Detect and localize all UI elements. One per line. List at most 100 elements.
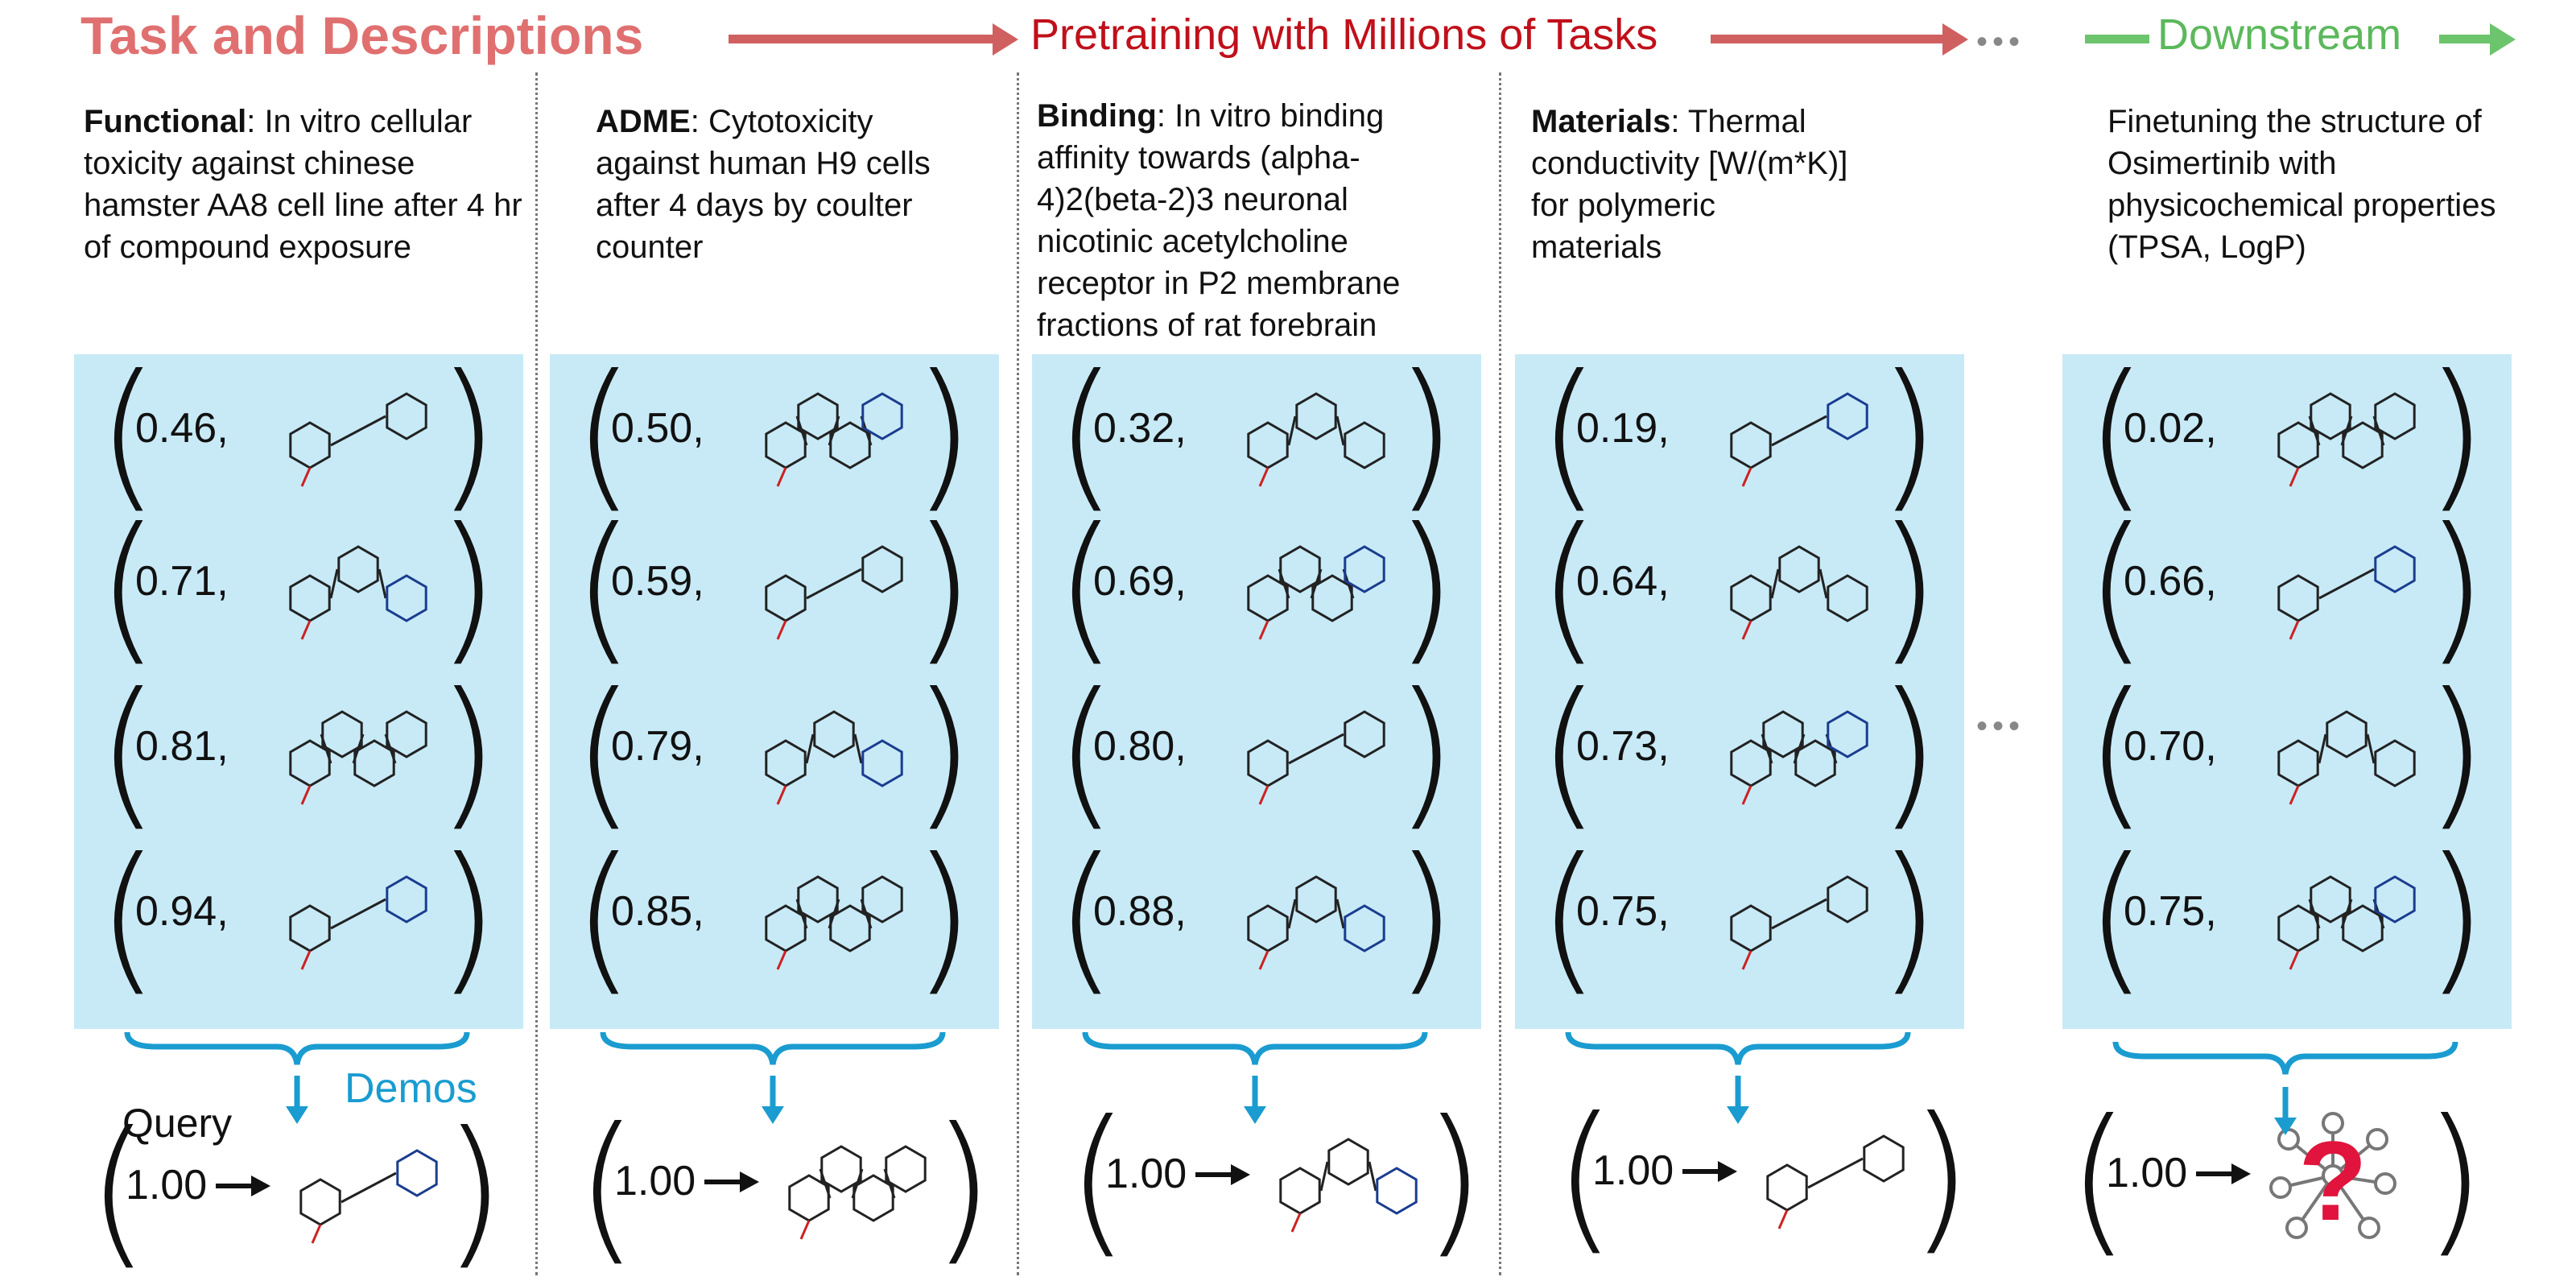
downstream-label: Downstream	[2157, 10, 2402, 59]
open-paren: (	[576, 1093, 639, 1281]
task-description-downstream: Finetuning the structure of Osimertinib …	[2107, 104, 2496, 265]
open-paren: (	[572, 494, 636, 681]
demo-panel-adme	[550, 354, 999, 1029]
close-paren: )	[436, 494, 499, 681]
query-value: 1.00	[1592, 1147, 1674, 1194]
molecule-structure-icon	[765, 710, 903, 805]
property-value: 0.59,	[611, 558, 704, 605]
demo-row: (0.75,)	[1538, 837, 1940, 998]
demo-panel-binding	[1032, 354, 1481, 1029]
molecule-structure-icon	[1247, 875, 1385, 970]
open-paren: (	[1554, 1083, 1617, 1271]
property-value: 0.19,	[1576, 405, 1670, 452]
open-paren: (	[97, 824, 160, 1011]
open-paren: (	[97, 659, 160, 846]
right-arrow-icon	[704, 1171, 759, 1192]
molecule-structure-icon	[1247, 545, 1385, 640]
open-paren: (	[97, 341, 160, 528]
property-value: 0.73,	[1576, 723, 1670, 770]
down-arrow-icon	[762, 1076, 784, 1124]
right-arrow-icon	[216, 1176, 270, 1196]
down-arrow-icon	[2274, 1087, 2297, 1135]
demo-row: (0.59,)	[572, 507, 975, 668]
demo-row: (0.79,)	[572, 672, 975, 833]
property-value: 0.50,	[611, 405, 704, 452]
grouping-brace	[1082, 1031, 1428, 1065]
molecule-structure-icon	[289, 392, 427, 487]
demo-row: (0.66,)	[2085, 507, 2487, 668]
close-paren: )	[1422, 1086, 1485, 1274]
molecule-structure-icon	[1247, 392, 1385, 487]
open-paren: (	[572, 824, 636, 1011]
grouping-brace	[600, 1031, 946, 1065]
query-row: (1.00?)	[2067, 1099, 2486, 1260]
property-value: 0.32,	[1093, 405, 1187, 452]
close-paren: )	[1393, 341, 1457, 528]
molecule-structure-icon	[289, 710, 427, 805]
open-paren: (	[87, 1097, 151, 1285]
close-paren: )	[1393, 494, 1457, 681]
property-value: 0.85,	[611, 888, 704, 935]
svg-text:?: ?	[2298, 1118, 2368, 1244]
query-row: (1.00)	[576, 1107, 994, 1268]
open-paren: (	[2067, 1085, 2131, 1273]
demo-row: (0.75,)	[2085, 837, 2487, 998]
property-value: 0.81,	[135, 723, 229, 770]
property-value: 0.66,	[2124, 558, 2217, 605]
query-row: (1.00)	[1554, 1097, 1972, 1258]
close-paren: )	[2424, 659, 2487, 846]
close-paren: )	[2424, 341, 2487, 528]
demo-row: (0.85,)	[572, 837, 975, 998]
open-paren: (	[2085, 659, 2149, 846]
close-paren: )	[1876, 824, 1940, 1011]
close-paren: )	[931, 1093, 994, 1281]
task-description-functional: Functional: In vitro cellular toxicity a…	[84, 104, 522, 265]
molecule-structure-icon	[765, 392, 903, 487]
open-paren: (	[2085, 824, 2149, 1011]
grouping-brace	[2112, 1041, 2458, 1075]
open-paren: (	[2085, 494, 2149, 681]
open-paren: (	[1055, 494, 1118, 681]
demo-row: (0.88,)	[1055, 837, 1457, 998]
property-value: 0.75,	[1576, 888, 1670, 935]
demo-row: (0.81,)	[97, 672, 499, 833]
open-paren: (	[1055, 341, 1118, 528]
molecule-structure-icon	[2277, 875, 2416, 970]
molecule-structure-icon	[2277, 392, 2416, 487]
close-paren: )	[1876, 659, 1940, 846]
query-value: 1.00	[614, 1158, 696, 1204]
molecule-structure-icon	[1279, 1138, 1418, 1233]
demo-row: (0.19,)	[1538, 354, 1940, 515]
property-value: 0.70,	[2124, 723, 2217, 770]
page-title: Task and Descriptions	[80, 6, 644, 65]
demo-panel-materials	[1515, 354, 1964, 1029]
property-value: 0.02,	[2124, 405, 2217, 452]
molecule-structure-icon	[788, 1145, 927, 1240]
ellipsis-top: •••	[1976, 24, 2025, 60]
demo-row: (0.71,)	[97, 507, 499, 668]
property-value: 0.94,	[135, 888, 229, 935]
demo-row: (0.69,)	[1055, 507, 1457, 668]
task-description-binding: Binding: In vitro binding affinity towar…	[1037, 98, 1401, 343]
close-paren: )	[911, 659, 975, 846]
open-paren: (	[1538, 341, 1601, 528]
property-value: 0.79,	[611, 723, 704, 770]
molecule-structure-icon	[2277, 545, 2416, 640]
downstream-arrow-left	[2085, 35, 2149, 43]
property-value: 0.88,	[1093, 888, 1187, 935]
query-value: 1.00	[126, 1162, 208, 1209]
grouping-brace	[1565, 1031, 1911, 1065]
property-value: 0.75,	[2124, 888, 2217, 935]
open-paren: (	[1538, 824, 1601, 1011]
open-paren: (	[1055, 824, 1118, 1011]
open-paren: (	[2085, 341, 2149, 528]
close-paren: )	[1876, 494, 1940, 681]
molecule-structure-icon	[2277, 710, 2416, 805]
molecule-structure-icon	[299, 1149, 438, 1244]
open-paren: (	[1055, 659, 1118, 846]
grouping-brace	[124, 1031, 470, 1065]
open-paren: (	[572, 659, 636, 846]
molecule-structure-icon	[1730, 545, 1868, 640]
close-paren: )	[911, 341, 975, 528]
close-paren: )	[2422, 1085, 2486, 1273]
